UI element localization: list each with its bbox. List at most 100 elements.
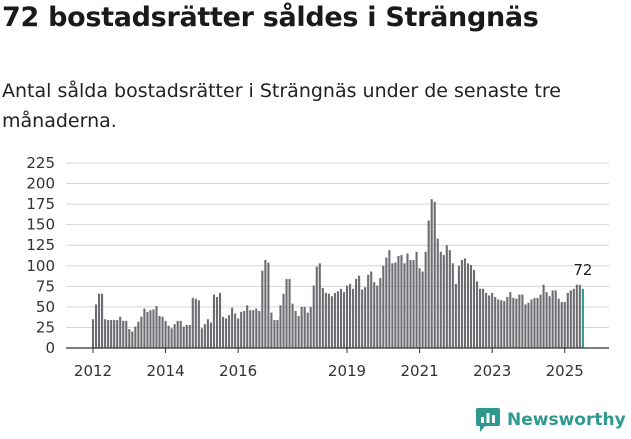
- bar: [463, 258, 467, 348]
- bar: [472, 269, 476, 348]
- bar: [430, 199, 433, 348]
- bar: [116, 320, 119, 348]
- bar: [206, 319, 209, 348]
- bar: [249, 310, 252, 348]
- bar: [149, 310, 152, 348]
- bar: [485, 292, 488, 348]
- bar: [203, 324, 206, 348]
- chart-subtitle: Antal sålda bostadsrätter i Strängnäs un…: [2, 80, 561, 132]
- bar: [545, 292, 548, 348]
- bar: [515, 298, 518, 348]
- bar: [403, 263, 406, 348]
- bar: [246, 305, 249, 348]
- bar: [445, 245, 448, 348]
- bar: [176, 320, 179, 348]
- bar: [509, 292, 512, 348]
- bar: [475, 281, 479, 348]
- bar: [352, 288, 355, 348]
- bar: [173, 324, 176, 348]
- bar: [451, 263, 454, 348]
- bar: [119, 316, 122, 348]
- bar: [358, 275, 361, 348]
- y-tick-label: 25: [36, 318, 55, 336]
- bar: [212, 294, 216, 348]
- bar: [364, 287, 367, 348]
- bar: [140, 316, 143, 348]
- bar: [330, 296, 333, 348]
- bar: [569, 290, 572, 348]
- bar: [243, 311, 246, 348]
- bar: [500, 300, 503, 348]
- newsworthy-icon: [476, 408, 500, 432]
- bar: [415, 251, 418, 348]
- bar: [333, 292, 336, 348]
- x-tick-label: 2025: [546, 362, 584, 380]
- bar: [231, 307, 234, 348]
- y-tick-label: 200: [26, 175, 55, 193]
- bar: [113, 320, 116, 348]
- bar: [482, 288, 485, 348]
- bar: [382, 265, 385, 348]
- bar: [276, 320, 279, 348]
- bar: [406, 253, 409, 348]
- bar: [101, 293, 104, 348]
- bar: [182, 326, 185, 348]
- bar: [412, 260, 415, 348]
- bar: [488, 295, 491, 348]
- bar: [97, 293, 101, 348]
- bar: [143, 308, 146, 348]
- bar: [225, 318, 228, 348]
- newsworthy-brand-name: Newsworthy: [507, 410, 626, 430]
- bar: [91, 319, 95, 348]
- bar: [376, 285, 379, 348]
- bar: [164, 320, 167, 348]
- bar: [104, 319, 107, 348]
- bar: [427, 220, 430, 348]
- bar: [237, 318, 240, 348]
- bar: [469, 264, 473, 348]
- bar: [303, 306, 306, 348]
- bar: [536, 297, 539, 348]
- x-tick-label: 2023: [473, 362, 511, 380]
- bar: [530, 299, 533, 348]
- bar: [107, 320, 110, 348]
- bar: [421, 271, 424, 348]
- bar: [131, 331, 134, 348]
- y-tick-label: 100: [26, 257, 55, 275]
- bar: [146, 311, 149, 348]
- bar: [315, 266, 318, 348]
- x-tick-label: 2019: [328, 362, 366, 380]
- bar: [418, 268, 421, 348]
- bar: [285, 278, 288, 348]
- bar: [503, 301, 506, 348]
- bar: [563, 301, 566, 348]
- bar: [566, 292, 569, 348]
- bar: [527, 302, 530, 348]
- bar: [197, 300, 200, 348]
- bar: [306, 312, 309, 348]
- bar: [122, 320, 125, 348]
- bar: [309, 306, 312, 348]
- bar: [394, 262, 397, 348]
- bar: [424, 251, 427, 348]
- bar: [454, 283, 457, 348]
- bar: [400, 255, 403, 348]
- bar: [300, 306, 303, 348]
- y-tick-label: 0: [45, 339, 55, 357]
- bar: [379, 278, 382, 348]
- bar: [267, 262, 270, 348]
- bar: [342, 292, 346, 348]
- bar: [542, 284, 545, 348]
- bar: [457, 265, 460, 348]
- bar: [228, 315, 231, 348]
- bar: [551, 290, 554, 348]
- bar: [125, 320, 128, 348]
- bar: [524, 304, 527, 348]
- bar: [209, 322, 212, 348]
- bar: [572, 288, 575, 348]
- bar: [578, 284, 581, 348]
- bar: [560, 301, 563, 348]
- bar: [279, 305, 282, 348]
- bar: [367, 274, 370, 348]
- bar: [240, 311, 243, 348]
